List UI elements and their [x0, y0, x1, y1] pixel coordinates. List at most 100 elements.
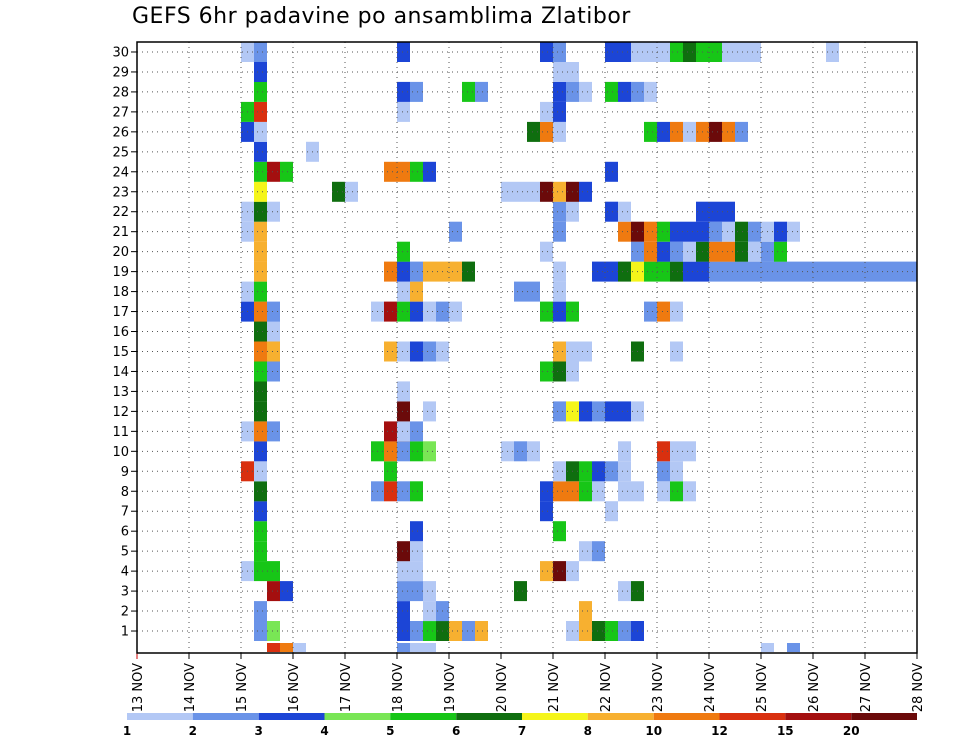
- heatmap-cell: [553, 341, 566, 362]
- heatmap-cell: [878, 261, 891, 282]
- y-axis: 1234567891011121314151617181920212223242…: [112, 45, 137, 640]
- heatmap-cell: [553, 121, 566, 142]
- colorbar-label: 2: [189, 724, 197, 738]
- colorbar-swatch: [522, 713, 588, 720]
- heatmap-cell: [605, 401, 618, 422]
- x-tick-label: 16 NOV: [287, 663, 302, 712]
- y-tick-label: 27: [112, 105, 129, 120]
- heatmap-cell: [462, 621, 475, 641]
- heatmap-cell: [267, 643, 280, 652]
- heatmap-cell: [384, 481, 397, 502]
- y-tick-label: 12: [112, 405, 129, 420]
- heatmap-cell: [553, 401, 566, 422]
- heatmap-cell: [553, 261, 566, 282]
- heatmap-cell: [579, 341, 592, 362]
- y-tick-label: 15: [112, 345, 129, 360]
- heatmap-cell: [657, 241, 670, 262]
- x-axis: 13 NOV 14 NOV 15 NOV 16 NOV 17 NOV 18 NOV 19 N…: [131, 653, 926, 712]
- heatmap-cell: [475, 621, 488, 641]
- heatmap-cell: [397, 301, 410, 322]
- colorbar-label: 3: [255, 724, 263, 738]
- heatmap-cell: [553, 481, 566, 502]
- heatmap-cell: [423, 401, 436, 422]
- x-tick-label: 18 NOV: [391, 663, 406, 712]
- heatmap-cell: [592, 401, 605, 422]
- y-tick-label: 28: [112, 85, 129, 100]
- heatmap-cell: [774, 261, 787, 282]
- y-tick-label: 11: [112, 425, 129, 440]
- colorbar-label: 6: [452, 724, 460, 738]
- heatmap-cell: [397, 261, 410, 282]
- heatmap-cell: [748, 42, 761, 62]
- heatmap-cell: [709, 241, 722, 262]
- heatmap-cell: [254, 361, 267, 382]
- heatmap-cell: [423, 341, 436, 362]
- heatmap-cell: [254, 62, 267, 82]
- heatmap-cell: [254, 121, 267, 142]
- heatmap-cell: [254, 601, 267, 622]
- y-tick-label: 13: [112, 385, 129, 400]
- heatmap-cell: [254, 241, 267, 262]
- y-tick-label: 18: [112, 285, 129, 300]
- heatmap-cell: [553, 101, 566, 122]
- heatmap-cell: [553, 461, 566, 482]
- heatmap-cell: [553, 301, 566, 322]
- heatmap-cell: [670, 42, 683, 62]
- heatmap-cell: [397, 601, 410, 622]
- heatmap-cell: [813, 261, 826, 282]
- heatmap-cell: [384, 421, 397, 442]
- colorbar-label: 7: [518, 724, 526, 738]
- colorbar: 1 2 3 4 5 6 7 8 10 12 15 20: [123, 713, 917, 738]
- heatmap-cell: [618, 441, 631, 462]
- heatmap-cell: [267, 201, 280, 222]
- heatmap-cell: [410, 561, 423, 582]
- heatmap-cell: [735, 42, 748, 62]
- y-tick-label: 20: [112, 245, 129, 260]
- heatmap-cell: [514, 581, 527, 602]
- colorbar-label: 5: [386, 724, 394, 738]
- heatmap-cell: [410, 481, 423, 502]
- colorbar-swatch: [851, 713, 917, 720]
- heatmap-cell: [553, 561, 566, 582]
- heatmap-cell: [410, 81, 423, 102]
- heatmap-cell: [579, 541, 592, 562]
- heatmap-cell: [657, 461, 670, 482]
- heatmap-cell: [657, 261, 670, 282]
- heatmap-cell: [254, 221, 267, 242]
- heatmap-cell: [553, 42, 566, 62]
- heatmap-cell: [384, 441, 397, 462]
- heatmap-cell: [254, 301, 267, 322]
- heatmap-cell: [267, 581, 280, 602]
- x-tick-label: 17 NOV: [339, 663, 354, 712]
- heatmap-cell: [605, 621, 618, 641]
- heatmap-cell: [657, 481, 670, 502]
- heatmap-cell: [397, 421, 410, 442]
- heatmap-cell: [605, 81, 618, 102]
- heatmap-cell: [254, 621, 267, 641]
- heatmap-cell: [579, 181, 592, 202]
- heatmap-cell: [514, 181, 527, 202]
- heatmap-cell: [709, 201, 722, 222]
- heatmap-cell: [605, 261, 618, 282]
- heatmap-cell: [254, 141, 267, 162]
- heatmap-cell: [670, 241, 683, 262]
- x-tick-label: 22 NOV: [599, 663, 614, 712]
- heatmap-cell: [410, 541, 423, 562]
- heatmap-cell: [280, 581, 293, 602]
- y-tick-label: 8: [121, 485, 129, 500]
- heatmap-cell: [670, 121, 683, 142]
- heatmap-cell: [761, 643, 774, 652]
- heatmap-cell: [540, 481, 553, 502]
- heatmap-cell: [644, 241, 657, 262]
- heatmap-cell: [644, 221, 657, 242]
- heatmap-cell: [410, 301, 423, 322]
- x-tick-label: 20 NOV: [495, 663, 510, 712]
- colorbar-label: 4: [320, 724, 328, 738]
- heatmap-cell: [657, 121, 670, 142]
- y-tick-label: 17: [112, 305, 129, 320]
- heatmap-cell: [293, 643, 306, 652]
- heatmap-cell: [254, 481, 267, 502]
- heatmap-cell: [397, 561, 410, 582]
- heatmap-cell: [462, 261, 475, 282]
- heatmap-cell: [384, 301, 397, 322]
